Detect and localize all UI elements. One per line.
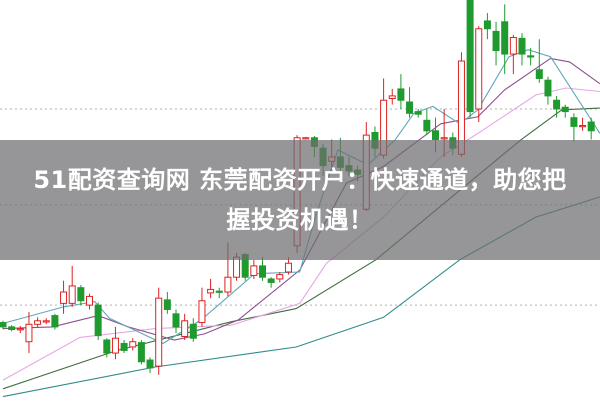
candle-down [172,313,180,328]
candle-up [233,256,241,278]
candle-up [224,276,232,293]
candle-up [155,297,163,367]
candle-up [42,320,50,323]
candle-down [267,278,275,283]
candle-up [207,288,215,294]
candle-down [423,119,431,132]
candle-up [198,300,206,324]
candle-up [129,341,137,348]
headline-line-1: 51配资查询网 东莞配资开户：快速通道，助您把 [33,166,567,194]
candle-up [276,274,284,280]
candle-up [181,320,189,337]
candle-down [51,315,59,328]
candle-down [483,20,491,30]
candle-down [553,99,561,110]
candle-down [0,322,7,328]
candle-up [60,291,68,304]
candle-up [302,137,310,140]
candle-down [587,121,595,132]
candle-down [518,37,526,55]
candle-down [561,106,569,113]
headline-banner: 51配资查询网 东莞配资开户：快速通道，助您把 握投资机遇！ [0,140,600,260]
candle-up [509,36,517,55]
candle-down [570,117,578,127]
candle-down [146,359,154,369]
candle-up [579,125,587,128]
candle-up [250,265,258,276]
candle-up [86,295,93,306]
candle-down [77,287,85,302]
candle-down [120,342,128,351]
candle-down [535,69,543,79]
candle-down [397,88,405,101]
candle-up [16,328,24,331]
candle-up [388,95,396,100]
candle-up [475,28,483,110]
candle-down [189,323,197,339]
candle-up [440,137,448,140]
candle-down [527,55,535,58]
candle-up [25,323,33,343]
candle-up [284,262,292,273]
candle-down [432,130,439,140]
candle-up [111,337,119,354]
candle-down [163,299,171,310]
candle-down [466,0,474,113]
candle-down [544,79,552,97]
candle-up [34,320,42,325]
candle-down [215,290,223,293]
candle-down [94,304,102,337]
headline-line-2: 握投资机遇！ [226,206,374,234]
candle-up [68,285,76,304]
candle-down [103,339,111,354]
candle-down [501,21,509,55]
candle-down [259,265,266,278]
candle-down [414,111,422,115]
candle-down [406,101,414,114]
candle-down [137,342,145,363]
candle-down [8,326,16,331]
candle-down [492,30,500,52]
